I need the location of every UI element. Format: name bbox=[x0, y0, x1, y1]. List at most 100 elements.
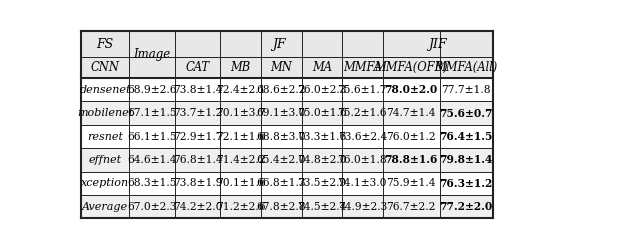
Bar bbox=[440, 31, 493, 57]
Text: 74.7±1.4: 74.7±1.4 bbox=[387, 108, 436, 118]
Text: 76.0±2.3: 76.0±2.3 bbox=[297, 85, 346, 95]
Bar bbox=[301, 195, 342, 219]
Bar bbox=[81, 195, 129, 219]
Text: CAT: CAT bbox=[186, 61, 210, 74]
Bar bbox=[342, 31, 383, 57]
Bar bbox=[175, 195, 220, 219]
Bar bbox=[342, 78, 383, 102]
Text: MMFA(All): MMFA(All) bbox=[435, 61, 498, 74]
Bar bbox=[129, 125, 175, 148]
Text: JF: JF bbox=[272, 38, 285, 51]
Bar bbox=[261, 78, 301, 102]
Bar bbox=[220, 148, 261, 172]
Text: Average: Average bbox=[82, 202, 128, 212]
Text: 77.2±2.0: 77.2±2.0 bbox=[440, 201, 493, 212]
Bar bbox=[301, 102, 342, 125]
Text: 67.0±2.3: 67.0±2.3 bbox=[127, 202, 177, 212]
Text: 76.0±1.8: 76.0±1.8 bbox=[337, 155, 387, 165]
Text: MMFA(OFB): MMFA(OFB) bbox=[374, 61, 448, 74]
Text: 77.7±1.8: 77.7±1.8 bbox=[442, 85, 491, 95]
Text: MB: MB bbox=[230, 61, 251, 74]
Text: 64.6±1.4: 64.6±1.4 bbox=[127, 155, 177, 165]
Bar bbox=[81, 31, 129, 57]
Text: 68.6±2.2: 68.6±2.2 bbox=[257, 85, 306, 95]
Bar bbox=[129, 102, 175, 125]
Text: FS: FS bbox=[97, 38, 114, 51]
Bar bbox=[342, 172, 383, 195]
Bar bbox=[81, 125, 129, 148]
Text: 76.3±1.2: 76.3±1.2 bbox=[440, 178, 493, 189]
Text: 66.1±1.5: 66.1±1.5 bbox=[127, 132, 177, 142]
Text: 65.4±2.0: 65.4±2.0 bbox=[257, 155, 306, 165]
Text: 76.0±1.2: 76.0±1.2 bbox=[387, 132, 436, 142]
Bar bbox=[261, 195, 301, 219]
Text: 71.4±2.2: 71.4±2.2 bbox=[216, 155, 266, 165]
Text: 69.1±3.0: 69.1±3.0 bbox=[257, 108, 306, 118]
Bar bbox=[175, 31, 220, 57]
Bar bbox=[129, 78, 175, 102]
Text: 73.8±1.4: 73.8±1.4 bbox=[173, 85, 223, 95]
Text: 78.8±1.6: 78.8±1.6 bbox=[385, 154, 438, 165]
Bar bbox=[383, 172, 440, 195]
Bar bbox=[220, 172, 261, 195]
Text: 68.8±3.0: 68.8±3.0 bbox=[257, 132, 306, 142]
Bar bbox=[175, 57, 220, 78]
Text: 75.9±1.4: 75.9±1.4 bbox=[387, 178, 436, 188]
Text: 76.7±2.2: 76.7±2.2 bbox=[387, 202, 436, 212]
Bar bbox=[81, 148, 129, 172]
Bar bbox=[342, 57, 383, 78]
Bar bbox=[175, 125, 220, 148]
Text: 76.4±1.5: 76.4±1.5 bbox=[440, 131, 493, 142]
Bar bbox=[261, 31, 301, 57]
Bar bbox=[301, 57, 342, 78]
Bar bbox=[383, 125, 440, 148]
Text: mobilenet: mobilenet bbox=[77, 108, 133, 118]
Text: 73.7±1.2: 73.7±1.2 bbox=[173, 108, 222, 118]
Text: densenet: densenet bbox=[79, 85, 131, 95]
Text: 70.1±3.7: 70.1±3.7 bbox=[216, 108, 266, 118]
Bar bbox=[383, 195, 440, 219]
Text: 72.9±1.7: 72.9±1.7 bbox=[173, 132, 223, 142]
Text: 73.8±1.9: 73.8±1.9 bbox=[173, 178, 223, 188]
Bar bbox=[175, 102, 220, 125]
Bar bbox=[440, 172, 493, 195]
Text: CNN: CNN bbox=[91, 61, 120, 74]
Text: 72.4±2.1: 72.4±2.1 bbox=[216, 85, 266, 95]
Bar bbox=[440, 78, 493, 102]
Bar bbox=[175, 148, 220, 172]
Text: MA: MA bbox=[312, 61, 332, 74]
Bar bbox=[81, 57, 129, 78]
Bar bbox=[261, 148, 301, 172]
Text: 74.5±2.4: 74.5±2.4 bbox=[297, 202, 346, 212]
Text: 74.2±2.0: 74.2±2.0 bbox=[173, 202, 223, 212]
Bar bbox=[440, 148, 493, 172]
Text: 74.1±3.0: 74.1±3.0 bbox=[338, 178, 387, 188]
Bar bbox=[383, 102, 440, 125]
Text: 74.8±2.0: 74.8±2.0 bbox=[297, 155, 347, 165]
Bar bbox=[220, 195, 261, 219]
Text: effnet: effnet bbox=[89, 155, 122, 165]
Text: MMFA: MMFA bbox=[343, 61, 381, 74]
Bar bbox=[342, 125, 383, 148]
Text: 75.0±1.6: 75.0±1.6 bbox=[297, 108, 347, 118]
Bar bbox=[220, 125, 261, 148]
Bar bbox=[301, 31, 342, 57]
Text: xception: xception bbox=[81, 178, 129, 188]
Bar bbox=[383, 148, 440, 172]
Bar bbox=[440, 195, 493, 219]
Text: 71.2±2.6: 71.2±2.6 bbox=[216, 202, 266, 212]
Bar bbox=[301, 78, 342, 102]
Bar bbox=[383, 57, 440, 78]
Text: 78.0±2.0: 78.0±2.0 bbox=[385, 84, 438, 95]
Bar bbox=[175, 172, 220, 195]
Bar bbox=[129, 195, 175, 219]
Text: Image: Image bbox=[134, 48, 171, 61]
Bar bbox=[301, 125, 342, 148]
Text: 68.9±2.6: 68.9±2.6 bbox=[127, 85, 177, 95]
Text: 66.8±1.3: 66.8±1.3 bbox=[257, 178, 306, 188]
Bar bbox=[129, 57, 175, 78]
Bar bbox=[220, 31, 261, 57]
Bar bbox=[261, 172, 301, 195]
Bar bbox=[261, 125, 301, 148]
Text: 72.1±1.6: 72.1±1.6 bbox=[216, 132, 266, 142]
